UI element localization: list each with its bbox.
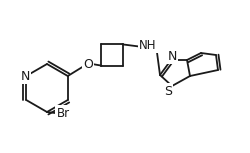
Text: N: N [167,50,177,62]
Text: O: O [83,58,93,71]
Text: S: S [164,84,172,97]
Text: N: N [20,69,30,82]
Text: NH: NH [139,39,157,52]
Text: Br: Br [56,106,70,119]
